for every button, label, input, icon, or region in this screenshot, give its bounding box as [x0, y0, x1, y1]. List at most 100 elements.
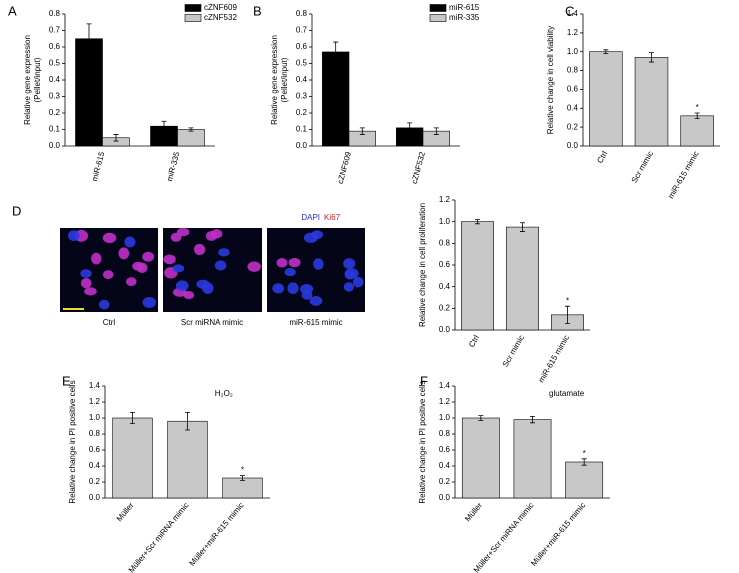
bar — [177, 129, 205, 147]
y-tick-label: 0.1 — [296, 125, 308, 134]
nucleus — [205, 230, 218, 241]
y-tick-label: 0.6 — [296, 42, 308, 51]
nucleus — [80, 277, 92, 289]
y-tick-label: 0.0 — [49, 141, 61, 150]
error-bar — [649, 52, 654, 63]
y-axis-label: (Pellet/input) — [33, 57, 42, 102]
y-tick-label: 0.0 — [296, 141, 308, 150]
y-tick-label: 0.2 — [439, 303, 451, 312]
y-axis-label: Relative change in PI positive cells — [418, 380, 427, 503]
nucleus — [124, 236, 136, 248]
y-axis-label: Relative gene expression — [270, 35, 279, 125]
y-tick-label: 0.8 — [49, 9, 61, 18]
legend-label: miR-335 — [449, 13, 480, 22]
nucleus — [276, 257, 288, 268]
bar — [322, 51, 350, 147]
nucleus — [84, 287, 97, 296]
nucleus — [193, 243, 206, 256]
legend-swatch — [184, 4, 202, 12]
stain-label: Ki67 — [324, 213, 341, 222]
y-tick-label: 0.7 — [296, 26, 308, 35]
nucleus — [118, 247, 130, 260]
panel-label: D — [12, 203, 21, 218]
y-tick-label: 0.8 — [439, 238, 451, 247]
stain-label: DAPI — [301, 213, 320, 222]
bar — [167, 420, 208, 499]
y-tick-label: 0.3 — [49, 92, 61, 101]
x-tick-label: Müller — [115, 501, 136, 524]
y-axis-label: (Pellet/input) — [280, 57, 289, 102]
y-tick-label: 1.4 — [567, 9, 579, 18]
significance-mark: * — [696, 103, 699, 112]
y-tick-label: 0.4 — [567, 103, 579, 112]
x-tick-label: Müller+miR-615 mimic — [529, 501, 587, 568]
error-bar — [565, 305, 570, 324]
x-tick-label: miR-335 — [165, 150, 182, 182]
y-tick-label: 1.2 — [89, 397, 101, 406]
legend-swatch — [429, 4, 447, 12]
image-caption: miR-615 mimic — [289, 318, 342, 327]
error-bar — [188, 127, 194, 132]
significance-mark: * — [566, 296, 569, 305]
error-bar — [520, 222, 525, 232]
x-tick-label: Scr mimic — [501, 334, 526, 369]
y-tick-label: 0.2 — [49, 108, 61, 117]
nucleus — [311, 230, 324, 240]
panel-label: C — [565, 3, 574, 18]
x-tick-label: Scr mimic — [630, 150, 655, 185]
y-tick-label: 0.2 — [567, 122, 579, 131]
y-tick-label: 0.5 — [296, 59, 308, 68]
y-tick-label: 1.0 — [439, 217, 451, 226]
error-bar — [130, 412, 135, 424]
y-tick-label: 0.0 — [567, 141, 579, 150]
x-tick-label: miR-615 — [90, 150, 107, 182]
legend-label: cZNF532 — [204, 13, 237, 22]
error-bar — [333, 41, 339, 63]
legend-swatch — [429, 14, 447, 22]
bar — [461, 417, 500, 499]
y-tick-label: 0.8 — [89, 429, 101, 438]
y-tick-label: 0.6 — [567, 85, 579, 94]
nucleus — [172, 264, 185, 273]
bar — [589, 51, 623, 147]
legend-swatch — [184, 14, 202, 22]
chart-title: H₂O₂ — [215, 389, 233, 398]
bar — [680, 115, 714, 147]
error-bar — [86, 23, 92, 54]
x-tick-label: cZNF532 — [410, 150, 427, 185]
nucleus — [288, 257, 301, 268]
x-tick-label: Müller — [463, 501, 484, 524]
image-caption: Scr miRNA mimic — [181, 318, 243, 327]
bar — [513, 419, 552, 499]
x-tick-label: miR-615 mimic — [666, 150, 700, 201]
nucleus — [163, 254, 176, 265]
y-axis-label: Relative change in PI positive cells — [68, 380, 77, 503]
y-tick-label: 0.1 — [49, 125, 61, 134]
nucleus — [214, 260, 227, 271]
error-bar — [603, 49, 609, 54]
x-tick-label: Ctrl — [467, 333, 481, 348]
nucleus — [175, 280, 189, 292]
significance-mark: * — [241, 466, 244, 475]
error-bar — [581, 458, 587, 466]
y-tick-label: 0.0 — [439, 325, 451, 334]
y-tick-label: 1.0 — [89, 413, 101, 422]
y-tick-label: 0.2 — [89, 477, 101, 486]
nucleus — [102, 270, 114, 280]
y-tick-label: 0.8 — [296, 9, 308, 18]
nucleus — [80, 269, 92, 278]
bar — [565, 461, 604, 499]
y-tick-label: 0.4 — [439, 461, 451, 470]
nucleus — [343, 282, 354, 292]
nucleus — [142, 251, 155, 262]
y-tick-label: 0.6 — [89, 445, 101, 454]
y-tick-label: 0.2 — [296, 108, 308, 117]
x-tick-label: Müller+Scr miRNA mimic — [472, 501, 536, 573]
nucleus — [202, 282, 214, 295]
nucleus — [183, 291, 195, 300]
error-bar — [478, 415, 484, 421]
y-tick-label: 0.7 — [49, 26, 61, 35]
bar — [222, 477, 263, 499]
y-tick-label: 1.2 — [567, 28, 579, 37]
